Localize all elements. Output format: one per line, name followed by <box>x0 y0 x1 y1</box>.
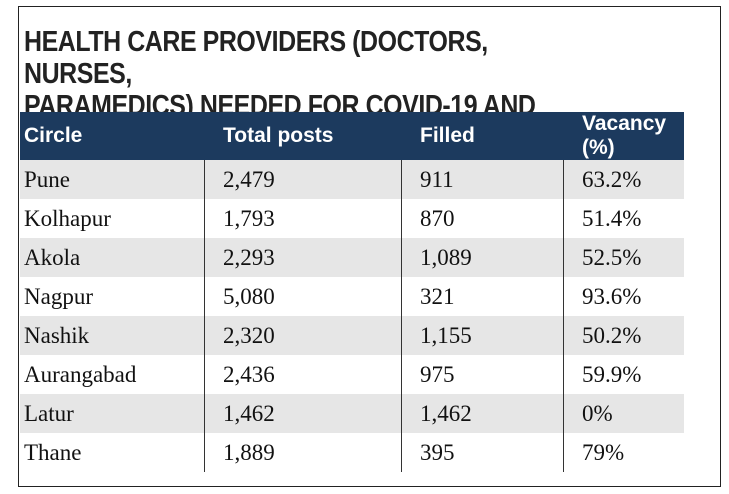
header-total-posts: Total posts <box>204 112 402 160</box>
cell-filled: 911 <box>401 160 564 199</box>
cell-circle: Nagpur <box>24 283 93 309</box>
cell-vacancy: 0% <box>563 394 684 433</box>
table-row: Aurangabad 2,436 975 59.9% <box>20 355 684 394</box>
cell-total-posts: 2,436 <box>204 355 402 394</box>
table-row: Latur 1,462 1,462 0% <box>20 394 684 433</box>
cell-circle: Thane <box>24 439 82 465</box>
cell-circle: Latur <box>20 394 205 433</box>
cell-vacancy: 51.4% <box>563 199 684 238</box>
cell-total-posts: 2,479 <box>204 160 402 199</box>
cell-filled: 975 <box>401 355 564 394</box>
table-row: Pune 2,479 911 63.2% <box>20 160 684 199</box>
table-row: Akola 2,293 1,089 52.5% <box>20 238 684 277</box>
table-row: Thane 1,889 395 79% <box>20 433 684 472</box>
cell-total-posts: 2,320 <box>204 316 402 355</box>
cell-total-posts: 5,080 <box>204 277 402 316</box>
cell-vacancy: 63.2% <box>563 160 684 199</box>
cell-filled: 395 <box>401 433 564 472</box>
cell-total-posts: 1,889 <box>204 433 402 472</box>
cell-circle: Kolhapur <box>24 205 111 231</box>
table-row: Nagpur 5,080 321 93.6% <box>20 277 684 316</box>
cell-vacancy: 79% <box>563 433 684 472</box>
cell-filled: 1,089 <box>401 238 564 277</box>
cell-circle: Akola <box>20 238 205 277</box>
cell-total-posts: 1,793 <box>204 199 402 238</box>
cell-filled: 321 <box>401 277 564 316</box>
cell-vacancy: 93.6% <box>563 277 684 316</box>
cell-vacancy: 52.5% <box>563 238 684 277</box>
cell-circle: Nashik <box>20 316 205 355</box>
title-line-1: HEALTH CARE PROVIDERS (DOCTORS, NURSES, <box>24 26 488 90</box>
header-vacancy: Vacancy (%) <box>563 112 684 160</box>
cell-circle: Pune <box>20 160 205 199</box>
cell-filled: 1,462 <box>401 394 564 433</box>
table-row: Nashik 2,320 1,155 50.2% <box>20 316 684 355</box>
cell-circle: Aurangabad <box>24 361 137 387</box>
table-row: Kolhapur 1,793 870 51.4% <box>20 199 684 238</box>
cell-total-posts: 1,462 <box>204 394 402 433</box>
data-table: Circle Total posts Filled Vacancy (%) Pu… <box>20 112 684 472</box>
cell-filled: 1,155 <box>401 316 564 355</box>
header-row: Circle Total posts Filled Vacancy (%) <box>20 112 684 160</box>
header-circle: Circle <box>20 112 205 160</box>
cell-vacancy: 59.9% <box>563 355 684 394</box>
cell-filled: 870 <box>401 199 564 238</box>
cell-vacancy: 50.2% <box>563 316 684 355</box>
header-filled: Filled <box>401 112 564 160</box>
cell-total-posts: 2,293 <box>204 238 402 277</box>
